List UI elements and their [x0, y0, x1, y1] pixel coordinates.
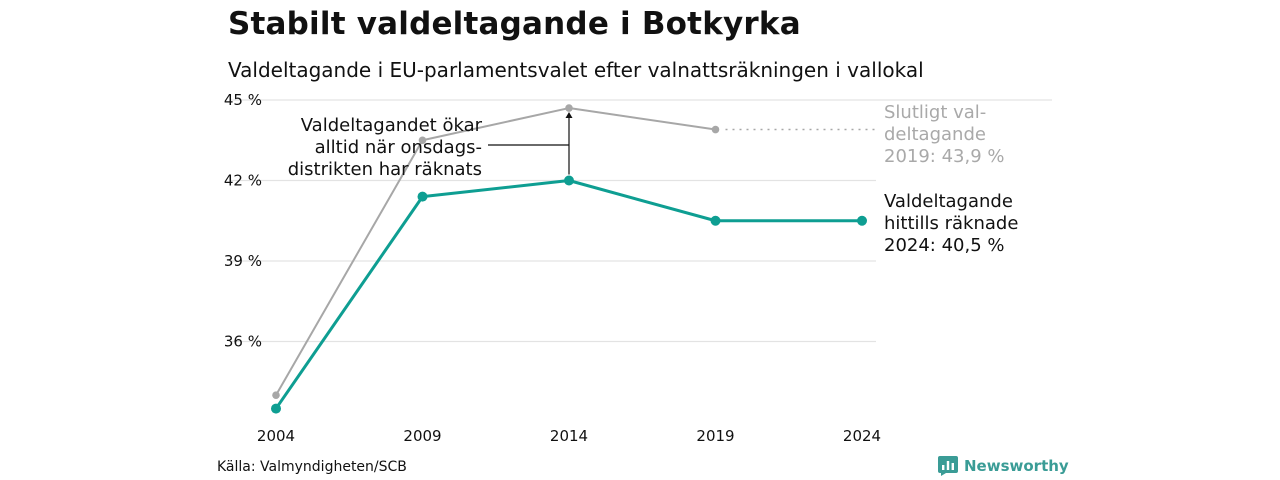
y-tick-label: 39 %	[224, 252, 262, 270]
series-line-final	[275, 107, 716, 396]
data-point-final	[565, 104, 573, 112]
chart-subtitle: Valdeltagande i EU-parlamentsvalet efter…	[228, 58, 924, 82]
y-tick-label: 36 %	[224, 333, 262, 351]
x-tick-label: 2024	[843, 427, 881, 445]
y-tick-label: 45 %	[224, 91, 262, 109]
grid-lines	[230, 99, 1052, 343]
counted-turnout-label: Valdeltagande hittills räknade 2024: 40,5 …	[884, 191, 1018, 256]
data-point-counted	[271, 403, 281, 414]
x-tick-label: 2004	[257, 427, 295, 445]
data-point-counted	[564, 175, 574, 186]
x-tick-label: 2009	[403, 427, 441, 445]
increase-arrow-head	[565, 112, 573, 119]
chart-title: Stabilt valdeltagande i Botkyrka	[228, 6, 801, 42]
x-axis-tick-labels: 2004 2009 2014 2019 2024	[257, 427, 881, 445]
data-point-final	[711, 125, 720, 134]
data-point-counted	[857, 215, 867, 226]
increase-note: Valdeltagandet ökar alltid när onsdags-di…	[288, 115, 483, 180]
data-point-final	[418, 136, 427, 145]
data-point-counted	[417, 191, 428, 202]
annotations: Slutligt val-deltagande 2019: 43,9 % Valde…	[288, 102, 1019, 256]
source-note: Källa: Valmyndigheten/SCB	[217, 459, 407, 475]
y-tick-label: 42 %	[224, 172, 262, 190]
data-point-counted	[710, 215, 721, 226]
final-turnout-label: Slutligt val-deltagande 2019: 43,9 %	[884, 102, 1005, 167]
x-tick-label: 2019	[696, 427, 734, 445]
series-lines	[271, 104, 867, 414]
x-tick-label: 2014	[550, 427, 588, 445]
brand-logo[interactable]: Newsworthy	[938, 456, 1069, 476]
data-point-final	[272, 391, 280, 399]
newsworthy-logo-icon	[938, 456, 958, 476]
series-line-counted	[274, 179, 862, 410]
y-axis-tick-labels: 36 % 39 % 42 % 45 %	[224, 91, 262, 351]
brand-name: Newsworthy	[964, 457, 1069, 475]
